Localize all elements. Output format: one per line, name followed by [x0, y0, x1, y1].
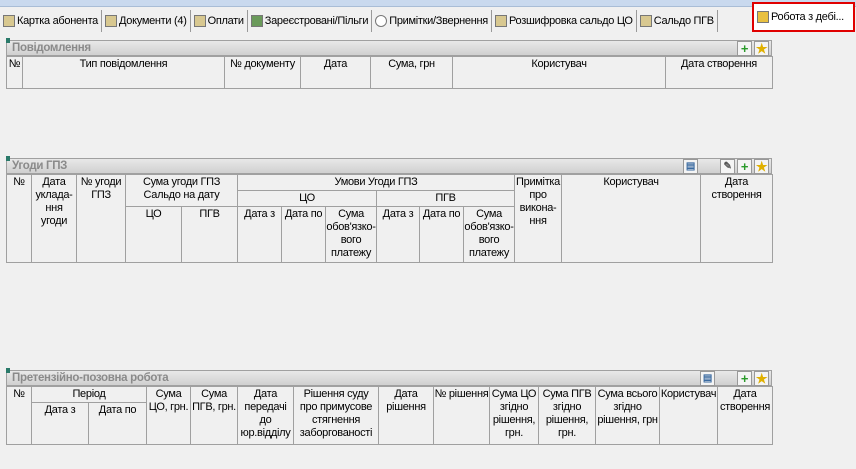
tab-label: Картка абонента [17, 15, 99, 27]
col-period-from[interactable]: Дата з [31, 402, 89, 445]
col-sum-co[interactable]: Сума ЦО, грн. [146, 386, 191, 445]
col-sum[interactable]: Сума, грн [370, 56, 453, 89]
col-user[interactable]: Користувач [659, 386, 718, 445]
debt-icon [757, 11, 769, 23]
tab-registered[interactable]: Зареєстровані/Пільги [248, 10, 373, 32]
col-type[interactable]: Тип повідомлення [22, 56, 225, 89]
col-sum-pgv[interactable]: ПГВ [180, 206, 239, 263]
col-conditions-group: Умови Угоди ГПЗ [237, 174, 516, 191]
col-sum-co[interactable]: ЦО [125, 206, 182, 263]
col-pgv-pay[interactable]: Сума обов'язко-вого платежу [463, 206, 516, 263]
star-icon[interactable]: ★ [754, 41, 769, 56]
notifications-table: № Тип повідомлення № документу Дата Сума… [6, 56, 773, 89]
col-num[interactable]: № [6, 56, 23, 89]
panel-title: Претензійно-позовна робота [12, 372, 169, 384]
col-pgv-from[interactable]: Дата з [376, 206, 421, 263]
col-decision-num[interactable]: № рішення [433, 386, 490, 445]
tab-saldo-co[interactable]: Розшифровка сальдо ЦО [492, 10, 637, 32]
panel-title: Повідомлення [12, 42, 91, 54]
col-sum-pgv[interactable]: Сума ПГВ, грн. [190, 386, 238, 445]
panel-corner-icon [6, 38, 10, 43]
calculator-icon [494, 15, 507, 27]
window-top-strip [0, 0, 856, 7]
payments-icon [193, 15, 206, 27]
tab-bar: Картка абонента Документи (4) Оплати Зар… [0, 2, 855, 33]
col-co-group: ЦО [237, 190, 378, 207]
add-button[interactable]: + [737, 371, 752, 386]
documents-icon [105, 15, 118, 27]
col-decision-pgv[interactable]: Сума ПГВ згідно рішення, грн. [538, 386, 596, 445]
tab-label: Сальдо ПГВ [653, 15, 714, 27]
panel-corner-icon [6, 156, 10, 161]
panel-corner-icon [6, 368, 10, 373]
col-date[interactable]: Дата уклада-ння угоди [31, 174, 77, 263]
speech-bubble-icon [375, 15, 388, 27]
card-icon [3, 15, 15, 27]
col-period-group: Період [31, 386, 147, 403]
agreements-panel: Угоди ГПЗ ▤ ✎ + ★ № Дата уклада-ння угоди №… [6, 156, 774, 263]
col-sum-group: Сума угоди ГПЗ Сальдо на дату [124, 174, 239, 207]
tab-label: Розшифровка сальдо ЦО [508, 15, 633, 27]
person-icon [250, 15, 263, 27]
tab-payments[interactable]: Оплати [191, 10, 248, 32]
tab-label: Примітки/Звернення [389, 15, 488, 27]
col-created[interactable]: Дата створення [665, 56, 773, 89]
tab-debt-work[interactable]: Робота з дебі... [752, 2, 855, 32]
col-transfer-date[interactable]: Дата передачі до юр.відділу [237, 386, 294, 445]
col-pgv-to[interactable]: Дата по [419, 206, 465, 263]
tab-label: Оплати [207, 15, 245, 27]
col-user[interactable]: Користувач [452, 56, 666, 89]
col-note[interactable]: Примітка про викона-ння [514, 174, 563, 263]
tab-label: Робота з дебі... [771, 11, 844, 23]
claims-panel: Претензійно-позовна робота ▤ + ★ № Період … [6, 368, 773, 445]
col-court-decision[interactable]: Рішення суду про примусове стягнення заб… [293, 386, 379, 445]
col-co-to[interactable]: Дата по [281, 206, 327, 263]
col-decision-date[interactable]: Дата рішення [378, 386, 434, 445]
agreements-table: № Дата уклада-ння угоди № угоди ГПЗ Сума… [6, 174, 774, 263]
columns-icon[interactable]: ▤ [683, 159, 698, 174]
columns-icon[interactable]: ▤ [700, 371, 715, 386]
col-period-to[interactable]: Дата по [88, 402, 147, 445]
edit-icon[interactable]: ✎ [720, 159, 735, 174]
tab-label: Документи (4) [119, 15, 187, 27]
add-button[interactable]: + [737, 159, 752, 174]
col-num[interactable]: № [6, 174, 32, 263]
col-num[interactable]: № [6, 386, 32, 445]
col-agr-num[interactable]: № угоди ГПЗ [76, 174, 126, 263]
col-date[interactable]: Дата [300, 56, 371, 89]
claims-table: № Період Сума ЦО, грн. Сума ПГВ, грн. Да… [6, 386, 773, 445]
tab-notes[interactable]: Примітки/Звернення [372, 10, 492, 32]
col-doc-num[interactable]: № документу [224, 56, 301, 89]
calculator-icon [639, 15, 652, 27]
col-pgv-group: ПГВ [376, 190, 516, 207]
tab-label: Зареєстровані/Пільги [264, 15, 369, 27]
tab-saldo-pgv[interactable]: Сальдо ПГВ [637, 10, 718, 32]
notifications-panel: Повідомлення + ★ № Тип повідомлення № док… [6, 38, 773, 89]
col-user[interactable]: Користувач [561, 174, 702, 263]
col-co-pay[interactable]: Сума обов'язко-вого платежу [325, 206, 378, 263]
col-decision-total[interactable]: Сума всього згідно рішення, грн [595, 386, 660, 445]
col-co-from[interactable]: Дата з [237, 206, 283, 263]
tab-documents[interactable]: Документи (4) [102, 10, 191, 32]
add-button[interactable]: + [737, 41, 752, 56]
panel-title: Угоди ГПЗ [12, 160, 68, 172]
col-created[interactable]: Дата створення [700, 174, 774, 263]
star-icon[interactable]: ★ [754, 371, 769, 386]
col-created[interactable]: Дата створення [717, 386, 773, 445]
tab-subscriber-card[interactable]: Картка абонента [0, 10, 103, 32]
col-decision-co[interactable]: Сума ЦО згідно рішення, грн. [489, 386, 539, 445]
star-icon[interactable]: ★ [754, 159, 769, 174]
